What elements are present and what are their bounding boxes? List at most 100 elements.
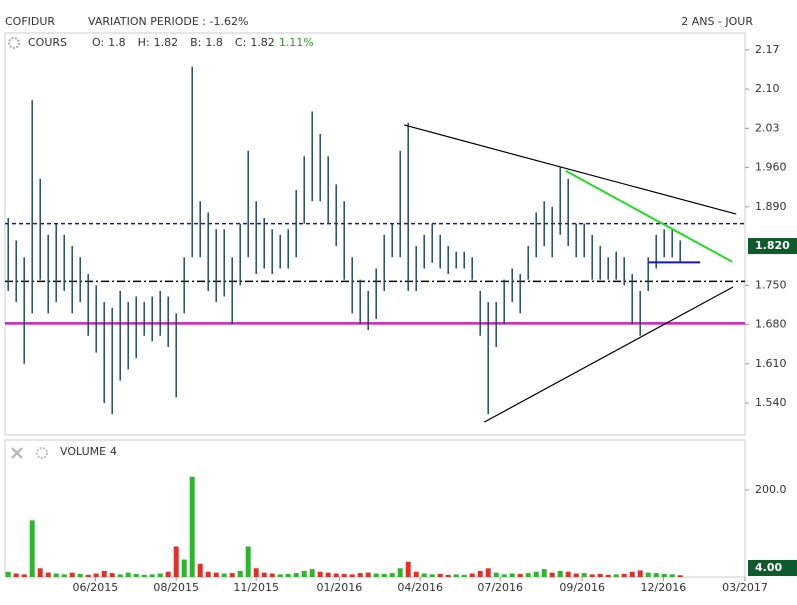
volume-bar [373,573,379,577]
volume-bar [125,572,131,577]
volume-bar [381,573,387,577]
volume-bar [661,573,667,577]
trend-line [483,286,734,423]
ohlc-value: 1.8 [108,36,126,49]
ohlc-value: 1.8 [205,36,223,49]
panel-label: VOLUME [60,445,106,458]
ohlc-label: B: [190,36,201,49]
ohlc-value: 1.82 [154,36,179,49]
volume-bar [141,574,147,577]
volume-bar [69,572,75,577]
x-tick-label: 08/2015 [153,581,199,594]
price-panel [4,32,746,436]
volume-bar [517,573,523,577]
volume-bar [597,573,603,577]
volume-bar [477,570,483,577]
ohlc-value: 1.82 [250,36,275,49]
volume-bar [613,574,619,577]
volume-bar [101,570,107,577]
volume-bar [645,572,651,577]
close-icon[interactable] [11,447,23,459]
volume-bar [197,563,203,577]
volume-bar [21,574,27,577]
volume-bar [229,573,235,577]
volume-bar [629,571,635,577]
volume-bar [85,574,91,577]
volume-bar [397,568,403,577]
volume-bar [605,574,611,577]
volume-bar [501,574,507,577]
volume-bar [37,568,43,577]
volume-bar [445,574,451,577]
volume-bar [29,520,35,577]
y-tick-label: 2.03 [755,121,780,134]
volume-bar [573,573,579,577]
volume-panel [4,439,746,578]
volume-bar [5,571,11,577]
settings-icon[interactable] [36,447,48,459]
volume-bar [349,574,355,577]
volume-bar [317,571,323,577]
volume-bar [437,573,443,577]
volume-count: 4 [110,445,117,458]
ohlc-label: O: [92,36,104,49]
change: 1.11% [279,36,314,49]
volume-bar [221,573,227,577]
volume-bar [237,570,243,577]
y-tick-label: 1.890 [755,200,787,213]
period[interactable]: 2 ANS - JOUR [681,15,753,28]
volume-bar [429,574,435,577]
volume-bar [93,573,99,577]
volume-bar [453,574,459,577]
settings-icon[interactable] [8,37,20,49]
x-tick-label: 03/2017 [722,581,768,594]
y-tick-label: 200.0 [755,483,787,496]
volume-bar [301,570,307,577]
volume-bar [589,574,595,577]
volume-bar [309,569,315,577]
x-tick-label: 04/2016 [397,581,443,594]
volume-bar [413,571,419,577]
volume-bar [53,573,59,577]
volume-bar [261,572,267,577]
volume-bar [181,559,187,577]
volume-bar [581,573,587,577]
volume-bar [61,574,67,577]
variation: VARIATION PERIODE : -1.62% [88,15,248,28]
volume-bar [293,573,299,577]
x-tick-label: 11/2015 [233,581,279,594]
volume-bar [149,574,155,577]
volume-bar [117,574,123,577]
volume-bar [565,571,571,577]
last-value-box [748,560,797,576]
y-tick-label: 2.17 [755,43,780,56]
x-tick-label: 12/2016 [641,581,687,594]
volume-bar [653,573,659,577]
volume-bar [493,572,499,577]
volume-bar [205,571,211,577]
last-value-label: 4.00 [755,561,782,574]
volume-bar [509,573,515,577]
x-tick-label: 06/2015 [73,581,119,594]
volume-bar [13,573,19,577]
last-value-label: 1.820 [755,239,790,252]
panel-label: COURS [28,36,67,49]
volume-bar [245,546,251,577]
volume-bar [461,574,467,577]
stock-name: COFIDUR [5,15,55,28]
volume-bar [45,572,51,577]
volume-bar [405,561,411,577]
volume-bar [341,573,347,577]
volume-bar [365,572,371,577]
volume-bar [677,575,683,577]
trend-line [565,170,733,263]
volume-bar [277,574,283,577]
y-tick-label: 1.610 [755,357,787,370]
volume-bar [357,573,363,577]
volume-bar [285,573,291,577]
volume-bar [389,573,395,577]
volume-bar [165,571,171,577]
volume-bar [485,568,491,577]
y-tick-label: 1.960 [755,161,787,174]
volume-bar [541,569,547,577]
